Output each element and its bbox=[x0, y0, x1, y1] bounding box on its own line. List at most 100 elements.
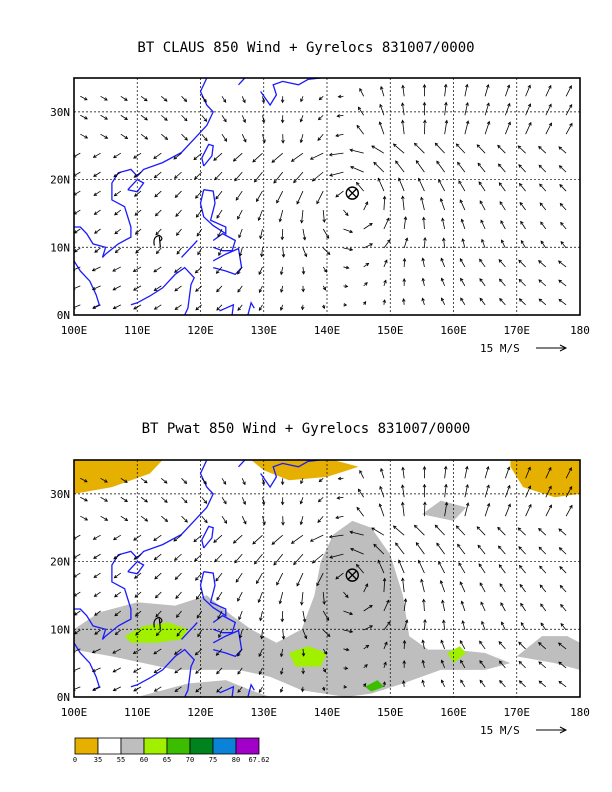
wind-vector bbox=[115, 629, 122, 635]
wind-vector-head bbox=[539, 202, 544, 207]
wind-vector bbox=[195, 266, 203, 274]
wind-vector-head bbox=[174, 288, 178, 292]
wind-vector bbox=[300, 497, 304, 504]
wind-vector bbox=[322, 228, 330, 239]
wind-vector-head bbox=[479, 258, 483, 263]
wind-vector-head bbox=[114, 230, 119, 235]
wind-vector bbox=[335, 133, 344, 137]
wind-vector-head bbox=[527, 466, 531, 471]
wind-vector-head bbox=[345, 594, 349, 599]
wind-vector-head bbox=[527, 103, 532, 108]
wind-vector bbox=[560, 241, 567, 249]
wind-vector-head bbox=[124, 135, 129, 140]
wind-vector bbox=[479, 298, 486, 306]
wind-vector bbox=[302, 610, 306, 622]
wind-vector-head bbox=[311, 178, 316, 182]
wind-vector-head bbox=[92, 536, 97, 540]
y-tick-label: 20N bbox=[50, 556, 70, 569]
korea-south bbox=[238, 460, 246, 468]
wind-vector bbox=[444, 502, 448, 517]
wind-vector-head bbox=[124, 116, 128, 120]
wind-vector bbox=[316, 572, 324, 586]
wind-vector-head bbox=[216, 670, 220, 675]
wind-vector-head bbox=[112, 687, 117, 692]
wind-vector bbox=[74, 304, 81, 308]
wind-vector-head bbox=[384, 641, 388, 646]
wind-vector-head bbox=[124, 479, 128, 483]
wind-vector bbox=[237, 667, 243, 675]
wind-vector bbox=[318, 496, 324, 503]
wind-vector-head bbox=[527, 485, 532, 490]
halmahera bbox=[247, 683, 255, 697]
wind-vector-head bbox=[345, 212, 349, 217]
wind-vector-head bbox=[422, 83, 427, 88]
wind-vector bbox=[476, 526, 486, 536]
wind-vector-head bbox=[518, 660, 523, 665]
wind-vector-head bbox=[84, 135, 89, 139]
wind-vector-head bbox=[203, 500, 208, 504]
wind-vector-head bbox=[507, 121, 511, 126]
wind-vector-head bbox=[383, 279, 387, 284]
wind-vector-head bbox=[237, 307, 241, 311]
wind-vector bbox=[337, 496, 344, 499]
wind-vector-head bbox=[386, 599, 390, 604]
wind-vector-head bbox=[133, 174, 138, 178]
wind-vector bbox=[74, 610, 81, 616]
wind-vector bbox=[558, 681, 567, 688]
grid-lines bbox=[74, 460, 580, 697]
wind-vector bbox=[538, 642, 547, 650]
wind-vector bbox=[499, 583, 506, 593]
wind-vector-head bbox=[558, 146, 563, 150]
wind-vector bbox=[423, 599, 425, 612]
chart-title-pwat: BT Pwat 850 Wind + Gyrelocs 831007/0000 bbox=[141, 421, 471, 437]
pwat-gray-region-east bbox=[516, 636, 580, 670]
wind-vector-head bbox=[444, 101, 448, 106]
wind-vector-head bbox=[355, 563, 360, 568]
wind-vector-head bbox=[155, 632, 160, 637]
wind-vector bbox=[273, 553, 284, 566]
wind-vector-head bbox=[538, 642, 542, 646]
wind-vector-head bbox=[558, 165, 563, 169]
wind-vector-head bbox=[497, 526, 501, 531]
wind-vector bbox=[196, 209, 203, 218]
wind-vector bbox=[133, 667, 142, 673]
wind-vector bbox=[155, 209, 162, 217]
wind-vector-head bbox=[329, 173, 333, 177]
luzon bbox=[199, 189, 227, 235]
wind-vector bbox=[518, 279, 526, 287]
wind-vector-head bbox=[113, 574, 118, 579]
colorbar-swatch bbox=[235, 737, 260, 755]
wind-vector-head bbox=[104, 498, 109, 502]
wind-vector bbox=[279, 591, 284, 604]
wind-vector bbox=[114, 228, 122, 235]
wind-vector-head bbox=[538, 260, 542, 264]
wind-vector bbox=[322, 592, 325, 605]
x-tick-label: 130E bbox=[251, 706, 278, 719]
wind-vector-head bbox=[183, 98, 188, 102]
wind-vector-head bbox=[380, 467, 384, 472]
pwat-shading bbox=[74, 460, 580, 697]
wind-vector bbox=[478, 181, 486, 192]
wind-vector-head bbox=[261, 481, 266, 486]
pwat-colorbar: 0 35 55 60 65 70 75 80 67.62 bbox=[73, 737, 270, 764]
wind-vector-head bbox=[223, 118, 227, 123]
wind-vector-head bbox=[461, 238, 465, 242]
wind-vector-head bbox=[262, 139, 266, 144]
wind-vector-head bbox=[93, 173, 97, 177]
wind-vector-head bbox=[518, 278, 523, 283]
wind-vector-head bbox=[299, 500, 304, 505]
wind-vector bbox=[322, 610, 330, 621]
wind-vector-head bbox=[195, 306, 199, 311]
wind-vector-head bbox=[214, 558, 218, 563]
wind-vector-head bbox=[124, 517, 129, 522]
wind-vector-head bbox=[382, 681, 387, 685]
wind-vector-head bbox=[114, 211, 118, 216]
wind-vector bbox=[441, 660, 446, 669]
wind-vector-head bbox=[434, 142, 439, 147]
wind-vector bbox=[216, 285, 223, 292]
borneo bbox=[130, 266, 195, 315]
wind-vector-head bbox=[373, 161, 377, 166]
wind-vector-head bbox=[193, 538, 197, 543]
wind-vector-head bbox=[290, 540, 295, 544]
wind-vector bbox=[94, 591, 101, 597]
